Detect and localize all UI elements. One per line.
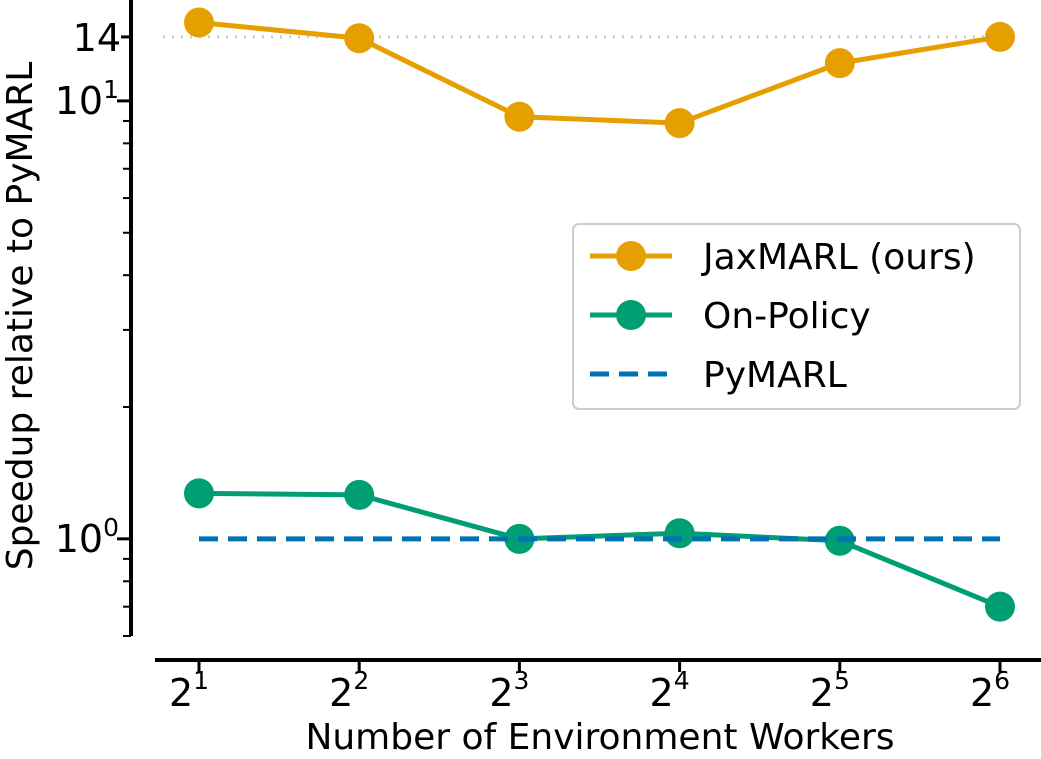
series-layer	[184, 7, 1015, 622]
x-tick-label-2: 23	[489, 666, 529, 715]
legend-box	[572, 223, 1021, 410]
data-point-jaxmarl-ours-3	[664, 108, 695, 139]
tick-marks: 14 100 101 21 22 23 24 25 26	[55, 16, 1010, 715]
legend-label-on-policy: On-Policy	[703, 296, 871, 337]
data-point-jaxmarl-ours-1	[344, 23, 375, 54]
x-tick-label-3: 24	[650, 666, 690, 715]
series-line-jaxmarl-ours	[198, 20, 1001, 126]
data-point-on-policy-1	[344, 479, 375, 510]
y-tick-label-1: 101	[55, 75, 119, 123]
data-point-jaxmarl-ours-5	[985, 21, 1015, 52]
data-point-jaxmarl-ours-0	[184, 7, 214, 38]
legend-swatch-marker-jaxmarl-ours	[616, 241, 646, 271]
y-tick-label-0: 100	[55, 513, 119, 561]
data-point-jaxmarl-ours-2	[504, 101, 535, 132]
series-line-on-policy	[198, 490, 1001, 609]
legend: JaxMARL (ours) On-Policy PyMARL	[572, 223, 1021, 410]
data-point-on-policy-3	[664, 518, 695, 549]
legend-swatch-marker-on-policy	[616, 300, 646, 330]
y-tick-label-reference: 14	[73, 16, 121, 60]
x-tick-label-4: 25	[810, 666, 850, 715]
y-axis-label: Speedup relative to PyMARL	[0, 62, 41, 571]
x-axis-label: Number of Environment Workers	[305, 717, 894, 758]
data-point-on-policy-0	[184, 478, 214, 509]
axes	[129, 0, 1041, 662]
x-tick-label-0: 21	[169, 666, 209, 715]
data-point-on-policy-5	[985, 591, 1015, 622]
x-tick-label-1: 22	[329, 666, 369, 715]
data-point-jaxmarl-ours-4	[824, 48, 855, 79]
x-tick-label-5: 26	[970, 666, 1010, 715]
legend-label-pymarl: PyMARL	[703, 355, 847, 396]
legend-label-jaxmarl-ours: JaxMARL (ours)	[701, 237, 976, 278]
